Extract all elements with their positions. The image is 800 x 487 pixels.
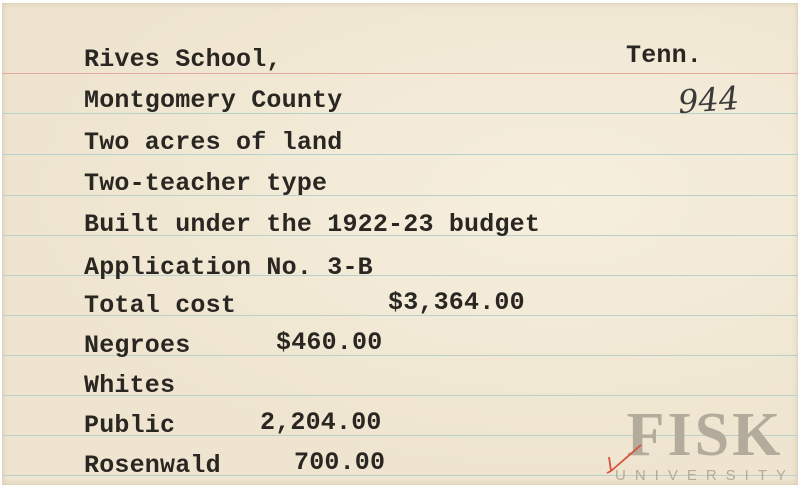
state: Tenn. (626, 41, 703, 70)
budget: Built under the 1922-23 budget (84, 210, 541, 239)
application: Application No. 3-B (84, 253, 373, 282)
type: Two-teacher type (84, 169, 328, 198)
blue-rule (2, 275, 798, 276)
school-name: Rives School, (84, 45, 282, 74)
total-cost-value: $3,364.00 (388, 288, 525, 317)
watermark-subtitle: UNIVERSITY (615, 467, 796, 484)
blue-rule (2, 355, 798, 356)
blue-rule (2, 315, 798, 316)
blue-rule (2, 475, 798, 476)
blue-rule (2, 395, 798, 396)
blue-rule (2, 113, 798, 114)
land: Two acres of land (84, 128, 343, 157)
public-value: 2,204.00 (260, 408, 382, 437)
whites-label: Whites (84, 371, 176, 400)
blue-rule (2, 435, 798, 436)
card-number-handwritten: 944 (676, 78, 741, 122)
blue-rule (2, 235, 798, 236)
negroes-label: Negroes (84, 331, 191, 360)
rosenwald-label: Rosenwald (84, 451, 221, 480)
red-rule (2, 73, 798, 74)
blue-rule (2, 195, 798, 196)
watermark-name: FISK (626, 401, 784, 469)
blue-rule (2, 154, 798, 155)
county: Montgomery County (84, 86, 343, 115)
fisk-university-watermark: FISK UNIVERSITY (615, 403, 795, 485)
index-card: Tenn. 944 Rives School, Montgomery Count… (2, 3, 798, 485)
total-cost-label: Total cost (84, 291, 237, 320)
negroes-value: $460.00 (276, 328, 383, 357)
rosenwald-value: 700.00 (294, 448, 386, 477)
public-label: Public (84, 411, 176, 440)
check-mark-icon (606, 444, 642, 474)
